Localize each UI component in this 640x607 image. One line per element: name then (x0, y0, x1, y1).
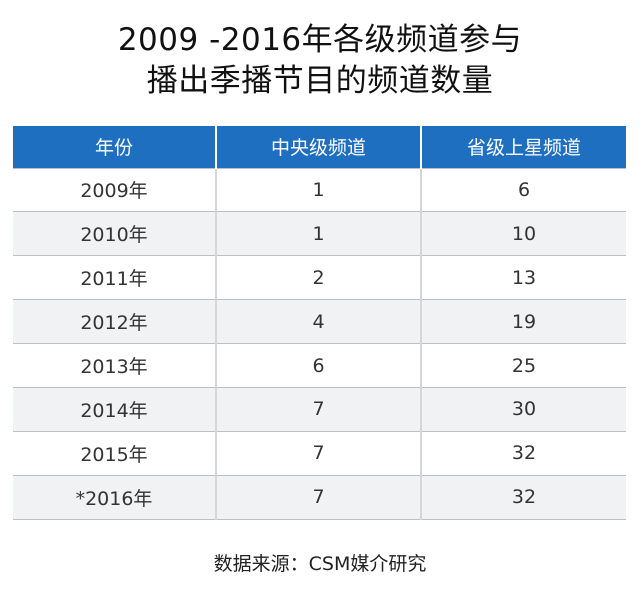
table-row: 2010年 1 10 (13, 211, 626, 257)
title-line-1: 2009 -2016年各级频道参与 (117, 22, 523, 58)
cell-year: 2012年 (13, 299, 217, 345)
cell-central: 7 (216, 430, 422, 476)
table-row: 2014年 7 30 (13, 386, 626, 432)
cell-year: 2014年 (13, 386, 217, 432)
data-source: 数据来源：CSM媒介研究 (213, 553, 427, 575)
cell-provincial: 6 (421, 167, 626, 213)
header-provincial-satellite-channels: 省级上星频道 (421, 126, 626, 168)
table-row: 2011年 2 13 (13, 255, 626, 301)
cell-year: 2010年 (13, 211, 217, 257)
title-line-2: 播出季播节目的频道数量 (146, 63, 494, 99)
data-table: 年份 中央级频道 省级上星频道 2009年 1 6 2010年 1 10 201… (13, 126, 626, 520)
cell-provincial: 25 (421, 343, 626, 388)
table-row: 2012年 4 19 (13, 299, 626, 345)
cell-provincial: 32 (421, 474, 626, 520)
table-row: 2013年 6 25 (13, 343, 626, 388)
cell-central: 6 (216, 343, 422, 388)
cell-central: 4 (216, 299, 422, 345)
cell-provincial: 10 (421, 211, 626, 257)
header-row: 年份 中央级频道 省级上星频道 (13, 126, 626, 168)
cell-year: *2016年 (13, 474, 217, 520)
cell-year: 2011年 (13, 255, 217, 301)
chart-title: 2009 -2016年各级频道参与 播出季播节目的频道数量 (0, 20, 640, 102)
cell-central: 7 (216, 386, 422, 432)
cell-central: 7 (216, 474, 422, 520)
header-central-channels: 中央级频道 (216, 126, 422, 168)
cell-year: 2009年 (13, 167, 217, 213)
cell-provincial: 19 (421, 299, 626, 345)
cell-provincial: 30 (421, 386, 626, 432)
cell-central: 1 (216, 211, 422, 257)
header-year: 年份 (13, 126, 217, 168)
cell-year: 2015年 (13, 430, 217, 476)
cell-provincial: 32 (421, 430, 626, 476)
table-row: *2016年 7 32 (13, 474, 626, 520)
table-row: 2009年 1 6 (13, 167, 626, 213)
table-row: 2015年 7 32 (13, 430, 626, 476)
cell-central: 1 (216, 167, 422, 213)
cell-year: 2013年 (13, 343, 217, 388)
cell-provincial: 13 (421, 255, 626, 301)
cell-central: 2 (216, 255, 422, 301)
